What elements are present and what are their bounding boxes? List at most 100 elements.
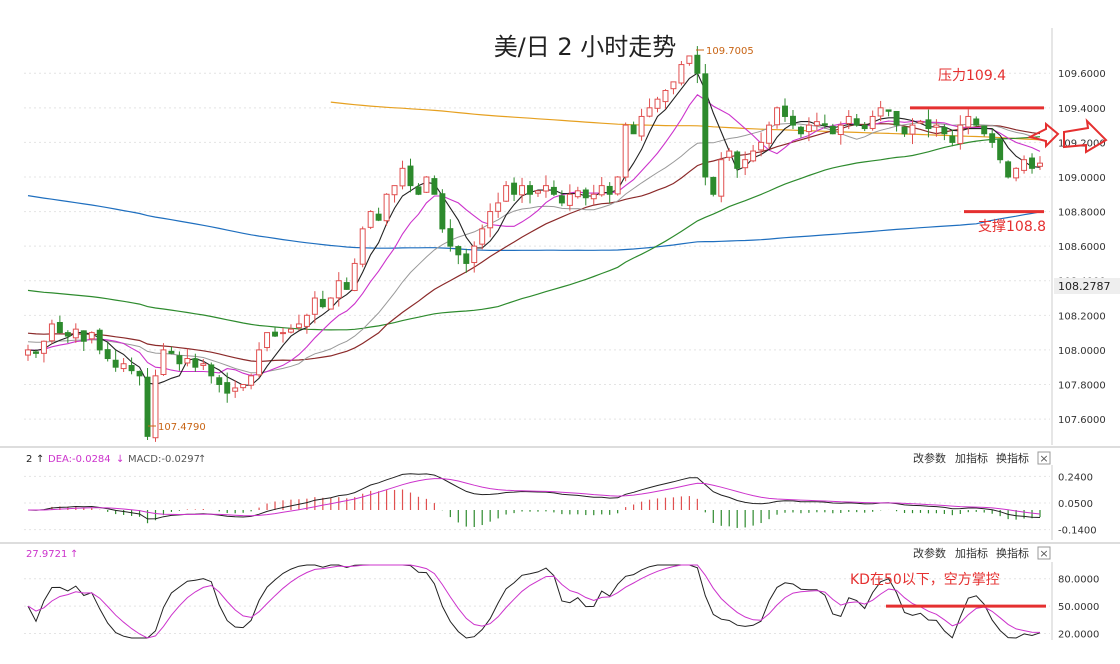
candle-down	[734, 151, 741, 169]
candle-down	[973, 118, 980, 126]
candle-down	[80, 330, 87, 342]
low-price-label: 107.4790	[158, 422, 206, 433]
candle-down	[550, 186, 557, 195]
candle-up	[303, 314, 310, 327]
candle-down	[941, 127, 948, 135]
price-tick-labels: 109.6000 109.4000 109.2000 109.0000 108.8000…	[1058, 69, 1106, 426]
candle-up	[750, 150, 757, 162]
candle-up	[48, 323, 55, 342]
candle-down	[702, 73, 709, 178]
candle-up	[574, 190, 581, 198]
macd-up-arrow-icon: ↑	[36, 454, 44, 465]
candle-up	[638, 115, 645, 137]
candle-down	[885, 109, 892, 112]
price-tick-label: 107.8000	[1058, 380, 1106, 391]
candle-up	[423, 176, 430, 193]
macd-close-icon: ×	[1039, 452, 1048, 465]
macd-close-button[interactable]	[1037, 451, 1051, 465]
candle-down	[96, 329, 103, 351]
macd-edit-params-button[interactable]: 改参数	[913, 451, 946, 465]
candle-down	[997, 139, 1004, 161]
candle-down	[216, 377, 223, 385]
candle-down	[1005, 161, 1012, 178]
candle-up	[88, 332, 95, 340]
kd-add-indicator-button[interactable]: 加指标	[955, 546, 988, 560]
d-line	[27, 564, 1041, 639]
candle-up	[590, 193, 597, 200]
candle-down	[853, 118, 860, 126]
candle-up	[965, 115, 972, 128]
macd-histogram	[35, 489, 1041, 528]
candle-up	[120, 363, 127, 370]
candle-up	[280, 332, 286, 335]
dif-line	[27, 473, 1041, 520]
candle-up	[391, 185, 398, 196]
candlesticks	[25, 46, 1043, 442]
candle-down	[1029, 157, 1036, 169]
candle-up	[200, 363, 207, 366]
candle-up	[670, 81, 677, 90]
candle-up	[359, 228, 366, 265]
candle-up	[909, 124, 916, 135]
candle-down	[168, 350, 175, 354]
candle-down	[431, 178, 438, 195]
candle-down	[455, 246, 462, 256]
kd-switch-indicator-button[interactable]: 换指标	[996, 546, 1029, 560]
candle-down	[128, 365, 135, 372]
kd-header-value: 27.9721	[26, 549, 67, 560]
kd-tick-labels: 80.0000 50.0000 20.0000	[1058, 575, 1099, 641]
candle-up	[1037, 162, 1043, 167]
kd-edit-params-button[interactable]: 改参数	[913, 546, 946, 560]
candle-down	[925, 119, 932, 130]
kd-lines	[27, 564, 1041, 639]
candle-up	[160, 349, 167, 375]
kd-grid	[24, 578, 1050, 634]
price-tick-label: 108.8000	[1058, 208, 1106, 219]
candle-up	[805, 124, 812, 133]
candle-up	[622, 124, 629, 178]
candle-down	[782, 105, 788, 117]
candle-up	[72, 328, 79, 339]
candle-up	[1021, 159, 1028, 171]
candle-down	[606, 185, 613, 195]
candle-up	[813, 121, 820, 126]
macd-label: MACD:-0.0297	[128, 454, 200, 465]
candle-up	[264, 332, 271, 349]
dea-down-arrow-icon: ↓	[116, 454, 124, 465]
candle-up	[232, 387, 239, 392]
candle-up	[399, 167, 406, 187]
candle-up	[471, 245, 478, 264]
candle-up	[152, 375, 159, 439]
macd-switch-indicator-button[interactable]: 换指标	[996, 451, 1029, 465]
candle-down	[447, 228, 454, 247]
ma10-line	[27, 94, 1041, 377]
candle-up	[487, 211, 494, 229]
candle-down	[989, 133, 996, 143]
candle-down	[861, 124, 868, 130]
macd-add-indicator-button[interactable]: 加指标	[955, 451, 988, 465]
candle-up	[184, 358, 191, 364]
macd-value-arrow-icon: ↑	[198, 454, 206, 465]
candle-up	[40, 340, 47, 354]
macd-tick-labels: 0.2400 0.0500 -0.1400	[1058, 472, 1097, 536]
macd-lines	[27, 473, 1041, 520]
candle-up	[614, 176, 621, 195]
kd-tick-label: 80.0000	[1058, 575, 1099, 586]
candle-up	[566, 193, 573, 206]
kd-close-button[interactable]	[1037, 546, 1051, 560]
kd-tick-label: 20.0000	[1058, 629, 1099, 640]
candle-up	[327, 297, 334, 310]
candle-up	[646, 107, 653, 117]
candle-down	[64, 332, 71, 337]
candle-up	[869, 115, 876, 129]
candle-up	[877, 107, 884, 117]
candle-down	[949, 135, 956, 143]
candle-up	[957, 124, 964, 144]
candle-down	[136, 370, 143, 377]
candle-up	[678, 64, 685, 84]
candle-down	[224, 382, 231, 394]
candle-up	[542, 185, 549, 192]
k-line	[27, 564, 1041, 639]
candle-up	[248, 375, 255, 386]
